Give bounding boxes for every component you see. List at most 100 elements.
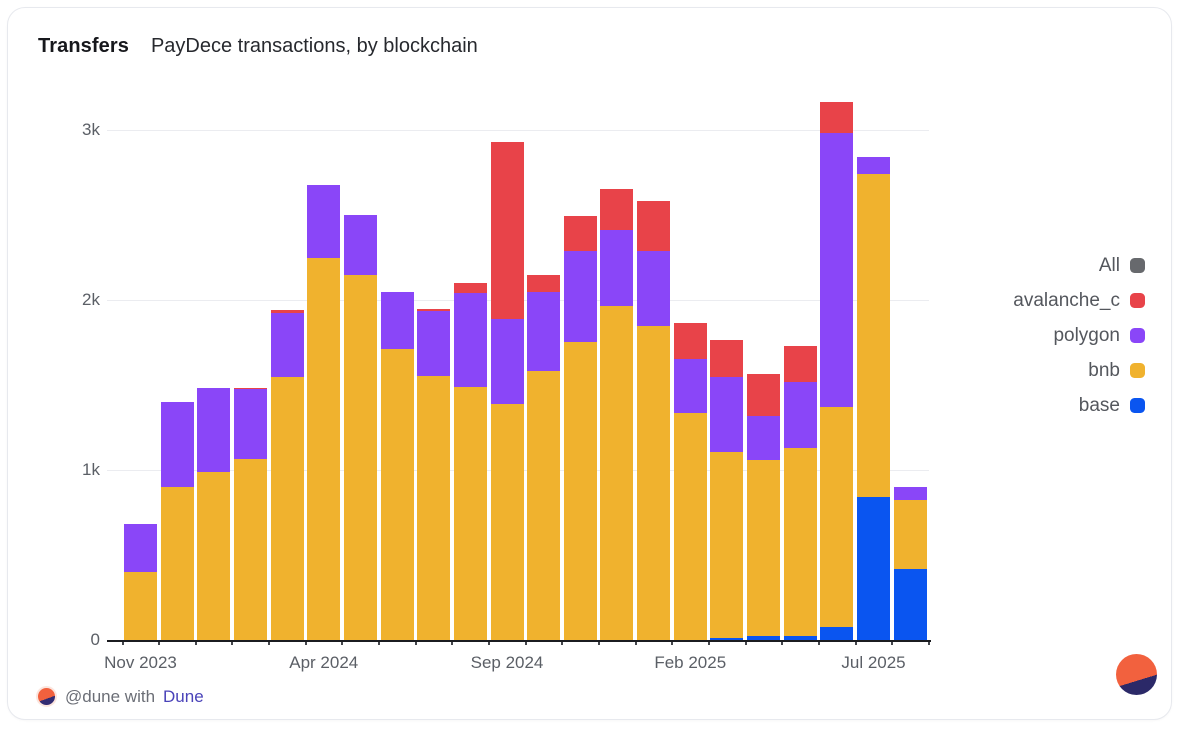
- segment-bnb[interactable]: [197, 471, 231, 640]
- segment-avalanche_c[interactable]: [490, 141, 524, 319]
- segment-polygon[interactable]: [673, 358, 707, 414]
- segment-polygon[interactable]: [820, 132, 854, 408]
- bar-may-2024[interactable]: [343, 215, 377, 640]
- dune-link[interactable]: Dune: [163, 686, 204, 706]
- segment-base[interactable]: [783, 635, 817, 640]
- segment-bnb[interactable]: [453, 386, 487, 640]
- segment-polygon[interactable]: [783, 381, 817, 448]
- segment-bnb[interactable]: [233, 458, 267, 640]
- segment-polygon[interactable]: [233, 389, 267, 459]
- bar-dec-2023[interactable]: [160, 402, 194, 640]
- legend-item-avalanche_c[interactable]: avalanche_c: [1013, 283, 1145, 318]
- bar-mar-2024[interactable]: [270, 310, 304, 640]
- segment-polygon[interactable]: [197, 388, 231, 472]
- bar-sep-2024[interactable]: [490, 141, 524, 640]
- segment-base[interactable]: [747, 635, 781, 640]
- bar-jul-2025[interactable]: [857, 157, 890, 640]
- bar-apr-2024[interactable]: [307, 185, 341, 640]
- segment-bnb[interactable]: [270, 376, 304, 640]
- bar-dec-2024[interactable]: [600, 188, 634, 640]
- segment-polygon[interactable]: [527, 292, 561, 371]
- bar-jan-2025[interactable]: [637, 201, 671, 640]
- dune-logo-icon: [36, 686, 57, 707]
- segment-polygon[interactable]: [600, 230, 634, 306]
- segment-bnb[interactable]: [710, 452, 744, 639]
- segment-polygon[interactable]: [637, 250, 671, 326]
- segment-avalanche_c[interactable]: [820, 101, 854, 133]
- segment-bnb[interactable]: [160, 487, 194, 640]
- bar-aug-2024[interactable]: [453, 283, 487, 640]
- segment-polygon[interactable]: [893, 487, 927, 500]
- segment-bnb[interactable]: [527, 370, 561, 640]
- segment-polygon[interactable]: [710, 376, 744, 453]
- bar-oct-2024[interactable]: [527, 275, 561, 640]
- legend-label: polygon: [1053, 324, 1120, 346]
- segment-bnb[interactable]: [673, 413, 707, 640]
- legend-item-all[interactable]: All: [1013, 248, 1145, 283]
- x-axis-tick: [854, 642, 857, 645]
- bar-mar-2025[interactable]: [710, 339, 744, 640]
- segment-bnb[interactable]: [343, 274, 377, 640]
- segment-avalanche_c[interactable]: [637, 201, 671, 251]
- segment-polygon[interactable]: [380, 291, 414, 350]
- segment-bnb[interactable]: [600, 305, 634, 640]
- segment-polygon[interactable]: [857, 157, 890, 175]
- segment-polygon[interactable]: [453, 293, 487, 387]
- segment-base[interactable]: [893, 569, 927, 640]
- legend-item-polygon[interactable]: polygon: [1013, 318, 1145, 353]
- bar-may-2025[interactable]: [783, 345, 817, 640]
- segment-avalanche_c[interactable]: [783, 345, 817, 382]
- segment-bnb[interactable]: [747, 459, 781, 636]
- segment-bnb[interactable]: [124, 572, 157, 640]
- bar-nov-2024[interactable]: [563, 215, 597, 640]
- segment-bnb[interactable]: [417, 375, 451, 640]
- segment-bnb[interactable]: [307, 257, 341, 640]
- segment-avalanche_c[interactable]: [417, 308, 451, 312]
- bar-jun-2024[interactable]: [380, 291, 414, 640]
- segment-avalanche_c[interactable]: [270, 310, 304, 313]
- segment-base[interactable]: [857, 497, 890, 640]
- legend-item-base[interactable]: base: [1013, 388, 1145, 423]
- segment-polygon[interactable]: [747, 416, 781, 460]
- segment-polygon[interactable]: [490, 318, 524, 404]
- segment-avalanche_c[interactable]: [453, 283, 487, 294]
- segment-avalanche_c[interactable]: [527, 275, 561, 293]
- segment-avalanche_c[interactable]: [710, 339, 744, 377]
- segment-avalanche_c[interactable]: [747, 373, 781, 417]
- segment-bnb[interactable]: [563, 341, 597, 640]
- segment-polygon[interactable]: [417, 311, 451, 376]
- bar-feb-2025[interactable]: [673, 322, 707, 640]
- segment-bnb[interactable]: [783, 447, 817, 636]
- segment-base[interactable]: [820, 627, 854, 640]
- bar-apr-2025[interactable]: [747, 373, 781, 640]
- segment-bnb[interactable]: [637, 325, 671, 640]
- legend-item-bnb[interactable]: bnb: [1013, 353, 1145, 388]
- segment-polygon[interactable]: [307, 185, 341, 258]
- bar-jul-2024[interactable]: [417, 308, 451, 640]
- segment-polygon[interactable]: [124, 524, 157, 572]
- segment-polygon[interactable]: [343, 215, 377, 275]
- segment-bnb[interactable]: [893, 499, 927, 570]
- segment-bnb[interactable]: [820, 407, 854, 628]
- segment-avalanche_c[interactable]: [600, 188, 634, 231]
- chart-card: Transfers PayDece transactions, by block…: [7, 7, 1172, 720]
- segment-bnb[interactable]: [380, 349, 414, 640]
- chart-title: Transfers: [38, 35, 129, 57]
- bar-jan-2024[interactable]: [197, 388, 231, 640]
- segment-avalanche_c[interactable]: [563, 215, 597, 251]
- segment-avalanche_c[interactable]: [673, 322, 707, 359]
- dune-brand-logo[interactable]: [1116, 654, 1157, 695]
- segment-polygon[interactable]: [270, 312, 304, 377]
- segment-polygon[interactable]: [160, 402, 194, 487]
- bar-aug-2025[interactable]: [893, 487, 927, 640]
- segment-bnb[interactable]: [857, 174, 890, 498]
- bar-feb-2024[interactable]: [233, 387, 267, 640]
- legend-label: avalanche_c: [1013, 289, 1120, 311]
- segment-base[interactable]: [710, 638, 744, 640]
- bar-jun-2025[interactable]: [820, 101, 854, 640]
- segment-polygon[interactable]: [563, 250, 597, 342]
- segment-avalanche_c[interactable]: [233, 387, 267, 390]
- bar-nov-2023[interactable]: [124, 524, 157, 640]
- segment-bnb[interactable]: [490, 403, 524, 640]
